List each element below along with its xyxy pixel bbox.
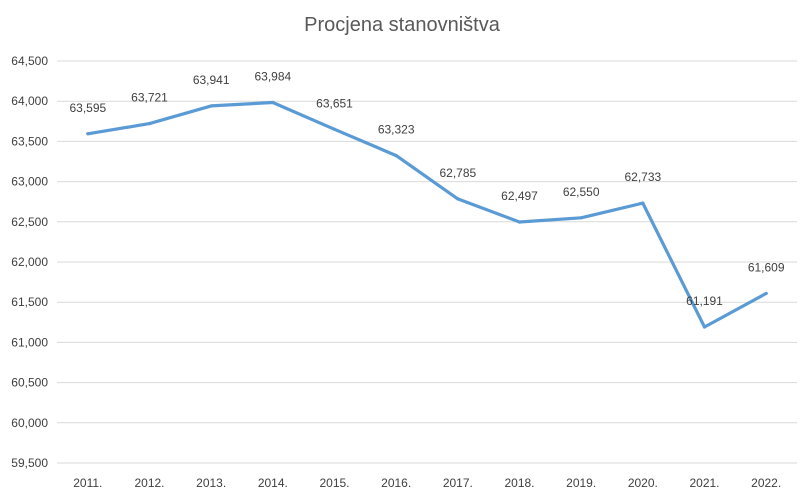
data-label: 61,191 [686, 294, 723, 308]
data-label: 63,984 [254, 69, 291, 83]
x-tick-label: 2019. [566, 476, 596, 490]
y-tick-label: 64,500 [11, 54, 48, 68]
x-tick-label: 2022. [751, 476, 781, 490]
data-label: 62,497 [501, 189, 538, 203]
data-point [86, 132, 90, 136]
x-tick-label: 2021. [689, 476, 719, 490]
data-point [517, 220, 522, 224]
y-tick-label: 62,000 [11, 255, 48, 269]
x-tick-label: 2013. [196, 476, 226, 490]
y-tick-label: 64,000 [11, 94, 48, 108]
data-label: 62,550 [563, 185, 600, 199]
data-point [147, 122, 152, 126]
y-tick-label: 60,500 [11, 376, 48, 390]
data-label: 63,941 [193, 73, 230, 87]
y-tick-label: 61,000 [11, 335, 48, 349]
x-tick-label: 2011. [73, 476, 102, 490]
y-tick-label: 63,000 [11, 175, 48, 189]
data-point [456, 197, 460, 201]
data-label: 63,323 [378, 123, 415, 137]
data-label: 62,785 [439, 166, 476, 180]
series-group [86, 100, 768, 329]
data-point [209, 104, 213, 108]
data-point [332, 127, 337, 131]
data-point [271, 100, 275, 105]
data-point [394, 154, 398, 158]
y-tick-label: 63,500 [11, 134, 48, 148]
x-tick-label: 2017. [443, 476, 473, 490]
y-tick-label: 62,500 [11, 215, 48, 229]
y-tick-label: 60,000 [11, 416, 48, 430]
data-label: 63,595 [69, 101, 106, 115]
data-point [641, 201, 645, 205]
data-label: 62,733 [624, 170, 661, 184]
series-line [86, 100, 768, 329]
data-point [579, 216, 583, 220]
x-tick-label: 2012. [134, 476, 164, 490]
x-axis-tick-labels: 2011. 2012. 2013. 2014. 2015. 2016. 2017. 2018.… [73, 476, 781, 490]
x-tick-label: 2020. [628, 476, 658, 490]
y-tick-label: 61,500 [11, 295, 48, 309]
x-tick-label: 2016. [381, 476, 411, 490]
data-label: 63,651 [316, 96, 353, 110]
chart-title: Procjena stanovništva [304, 14, 501, 36]
data-labels: 63,595 63,721 63,941 63,984 63,651 63,323 62,7… [69, 69, 784, 308]
x-tick-label: 2015. [319, 476, 349, 490]
data-label: 63,721 [131, 91, 168, 105]
x-tick-label: 2018. [504, 476, 534, 490]
data-point [764, 291, 768, 296]
x-tick-label: 2014. [258, 476, 288, 490]
gridlines [57, 60, 797, 464]
data-point [702, 325, 707, 329]
y-tick-label: 59,500 [11, 456, 48, 470]
y-axis-tick-labels: 59,500 60,000 60,500 61,000 61,500 62,000 62,5… [11, 54, 48, 470]
data-label: 61,609 [748, 260, 785, 274]
